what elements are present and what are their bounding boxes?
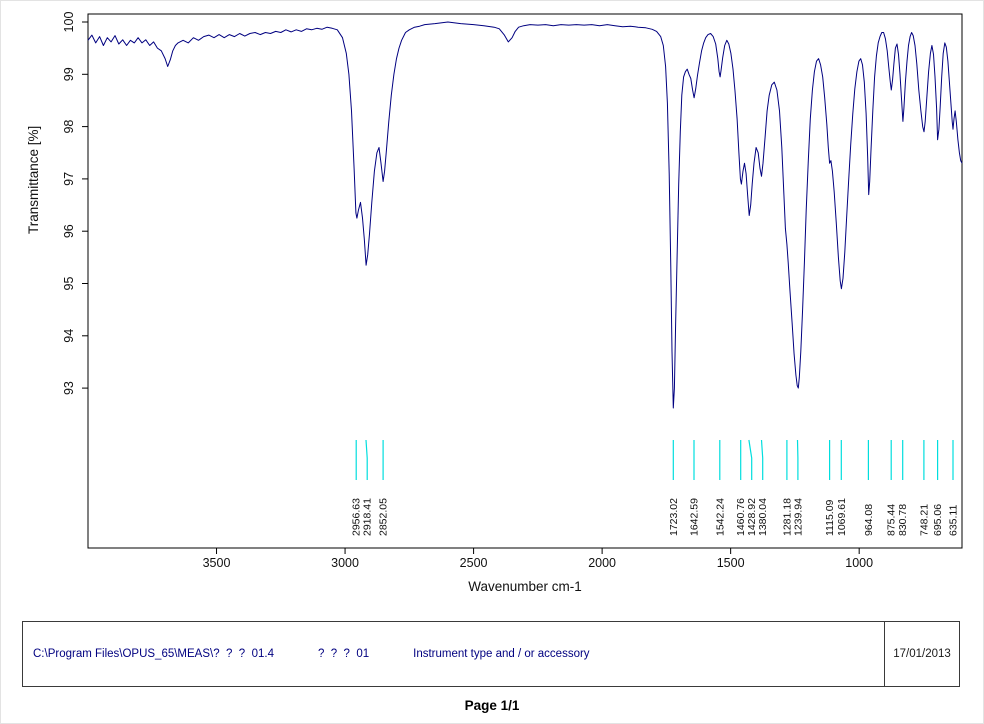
y-tick-label: 96 [62,224,76,238]
peak-marker [748,439,753,480]
peak-label: 1239.94 [792,498,804,536]
peak-label: 1281.18 [781,498,793,536]
peak-marker [365,439,368,480]
peak-label: 1069.61 [836,498,848,536]
spectrum-plot: 3500 3000 2500 2000 1500 1000 93 94 95 96 97 98 99 10… [62,12,963,570]
plot-border [87,13,963,549]
instrument-text: Instrument type and / or accessory [413,648,590,660]
peak-label: 2918.41 [362,498,374,536]
y-tick-label: 100 [62,12,76,33]
x-axis-title: Wavenumber cm-1 [468,579,582,594]
peak-label: 964.08 [863,504,875,536]
x-tick-label: 1000 [845,556,873,570]
y-tick-label: 97 [62,172,76,186]
peak-label: 1428.92 [746,498,758,536]
y-tick-label: 98 [62,120,76,134]
x-tick-label: 1500 [717,556,745,570]
peak-label: 635.11 [948,505,960,536]
x-tick-label: 3000 [331,556,359,570]
x-tick-label: 3500 [203,556,231,570]
report-date: 17/01/2013 [893,648,951,660]
sample-name: ? ? ? 01 [317,648,370,660]
spectrum-trace [87,21,963,409]
peak-label: 2852.05 [378,498,390,536]
y-tick-label: 93 [62,381,76,395]
file-path: C:\Program Files\OPUS_65\MEAS\? ? ? 01.4 [33,648,274,660]
y-tick-label: 99 [62,67,76,81]
peak-marker [760,439,764,480]
x-tick-label: 2000 [588,556,616,570]
peak-label: 875.44 [886,504,898,536]
peak-label: 1542.24 [714,498,726,536]
y-tick-label: 95 [62,277,76,291]
y-axis-title: Transmittance [%] [26,125,41,235]
info-footer: C:\Program Files\OPUS_65\MEAS\? ? ? 01.4… [22,621,960,687]
peak-label: 1642.59 [689,498,701,536]
y-tick-label: 94 [62,329,76,343]
peak-label: 830.78 [897,504,909,536]
date-cell: 17/01/2013 [884,622,959,686]
page-number: Page 1/1 [464,698,520,713]
peak-label: 1723.02 [668,498,680,536]
x-tick-label: 2500 [460,556,488,570]
peak-label: 1380.04 [757,498,769,536]
peak-label: 695.06 [932,504,944,536]
footer-info: C:\Program Files\OPUS_65\MEAS\? ? ? 01.4… [23,622,884,686]
peak-label: 748.21 [918,504,930,536]
peak-label: 1460.76 [735,498,747,536]
peak-label: 2956.63 [351,498,363,536]
peak-label: 1115.09 [824,499,836,536]
